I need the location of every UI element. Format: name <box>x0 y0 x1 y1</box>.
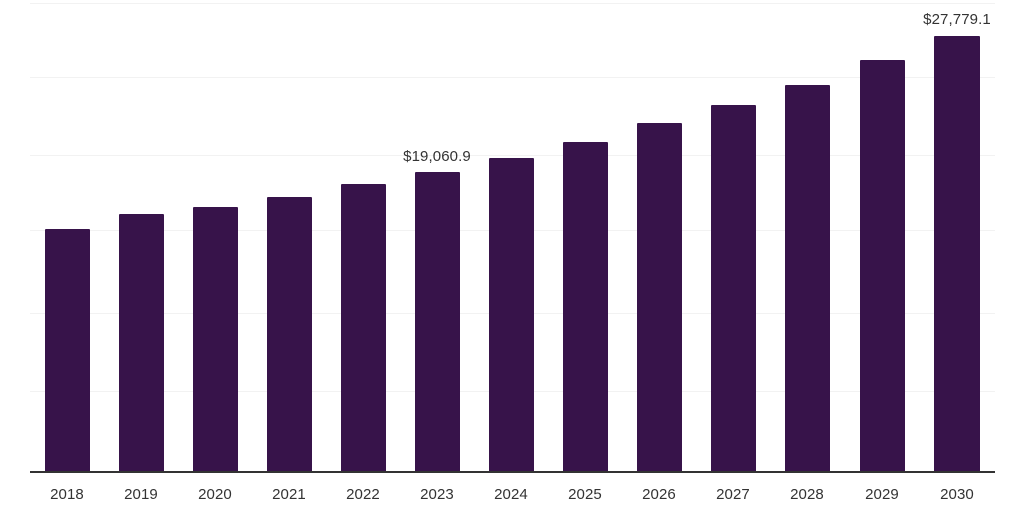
x-axis-line <box>30 471 995 473</box>
x-tick-2027: 2027 <box>716 486 750 503</box>
x-tick-2030: 2030 <box>940 486 974 503</box>
bar-2029[interactable] <box>860 60 905 472</box>
gridline <box>30 155 995 156</box>
x-tick-2024: 2024 <box>494 486 528 503</box>
x-tick-2029: 2029 <box>865 486 899 503</box>
bar-2023[interactable] <box>415 172 460 472</box>
x-tick-2022: 2022 <box>346 486 380 503</box>
bar-2028[interactable] <box>785 85 830 472</box>
data-label-2023: $19,060.9 <box>403 148 471 165</box>
x-tick-2023: 2023 <box>420 486 454 503</box>
x-tick-2025: 2025 <box>568 486 602 503</box>
bar-2027[interactable] <box>711 105 756 472</box>
bar-2019[interactable] <box>119 214 164 472</box>
bar-2021[interactable] <box>267 197 312 472</box>
x-tick-2018: 2018 <box>50 486 84 503</box>
bar-2020[interactable] <box>193 207 238 472</box>
bar-2024[interactable] <box>489 158 534 472</box>
gridline <box>30 77 995 78</box>
x-tick-2021: 2021 <box>272 486 306 503</box>
bar-2025[interactable] <box>563 142 608 472</box>
x-tick-2026: 2026 <box>642 486 676 503</box>
x-tick-2020: 2020 <box>198 486 232 503</box>
bar-2018[interactable] <box>45 229 90 472</box>
x-tick-2028: 2028 <box>790 486 824 503</box>
bar-2026[interactable] <box>637 123 682 472</box>
bar-2022[interactable] <box>341 184 386 472</box>
bar-2030[interactable] <box>934 36 980 472</box>
x-tick-2019: 2019 <box>124 486 158 503</box>
gridline <box>30 3 995 4</box>
data-label-2030: $27,779.1 <box>923 11 991 28</box>
